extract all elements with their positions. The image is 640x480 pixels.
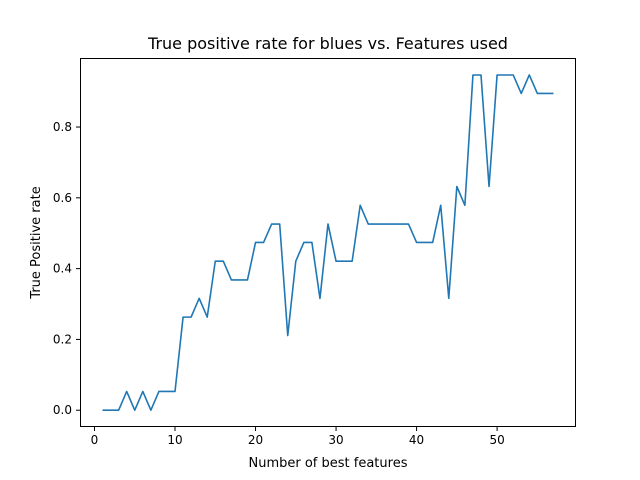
x-axis-label: Number of best features xyxy=(249,456,408,471)
y-tick-label: 0.6 xyxy=(53,191,72,205)
chart-title: True positive rate for blues vs. Feature… xyxy=(147,34,508,53)
x-tick-label: 20 xyxy=(248,433,263,447)
series-lines xyxy=(102,74,554,412)
x-tick-label: 30 xyxy=(328,433,343,447)
y-tick-label: 0.4 xyxy=(53,262,72,276)
y-tick-label: 0.8 xyxy=(53,120,72,134)
x-tick-label: 0 xyxy=(91,433,99,447)
plot-area xyxy=(80,58,576,427)
x-tick-label: 40 xyxy=(409,433,424,447)
y-tick-label: 0.0 xyxy=(53,403,72,417)
x-tick-label: 10 xyxy=(167,433,182,447)
y-tick-label: 0.2 xyxy=(53,332,72,346)
x-axis-ticks: 0 10 20 30 40 50 xyxy=(91,427,505,447)
x-tick-label: 50 xyxy=(489,433,504,447)
plot-frame xyxy=(80,58,576,427)
y-axis-label: True Positive rate xyxy=(29,186,44,299)
y-axis-ticks: 0.0 0.2 0.4 0.6 0.8 xyxy=(53,120,80,417)
series-line-0 xyxy=(102,74,554,412)
